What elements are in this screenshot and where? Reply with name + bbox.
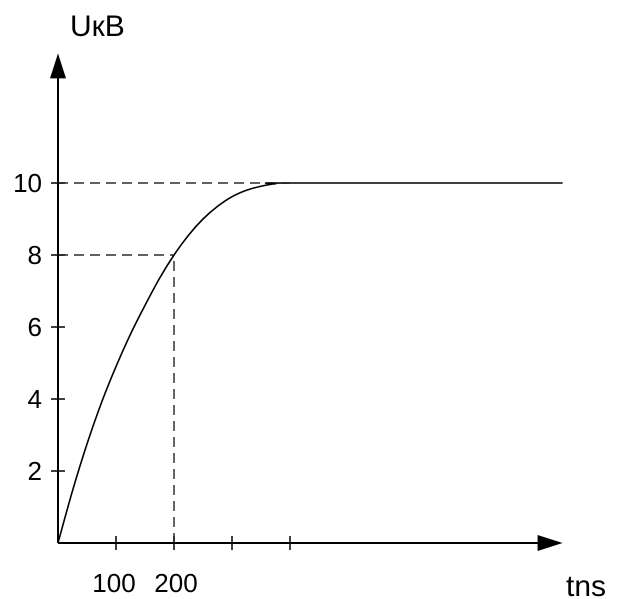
y-tick-label: 2: [28, 456, 42, 486]
series-line: [57, 182, 563, 544]
x-axis-label: tns: [566, 570, 606, 599]
y-tick-label: 8: [28, 240, 42, 270]
ticks: 100 200 2 4 6 8 10: [13, 168, 291, 598]
reference-lines: [58, 182, 290, 543]
y-axis-label: UкВ: [70, 10, 125, 43]
y-tick-label: 6: [28, 312, 42, 342]
x-axis-arrowhead: [537, 535, 563, 551]
x-tick-label: 100: [92, 568, 135, 598]
y-tick-label: 10: [13, 168, 42, 198]
y-axis-arrowhead: [50, 53, 66, 79]
y-tick-label: 4: [28, 384, 42, 414]
labels: UкВ tns: [70, 10, 606, 599]
axes: [50, 53, 563, 551]
x-tick-label: 200: [154, 568, 197, 598]
series: [57, 182, 563, 544]
